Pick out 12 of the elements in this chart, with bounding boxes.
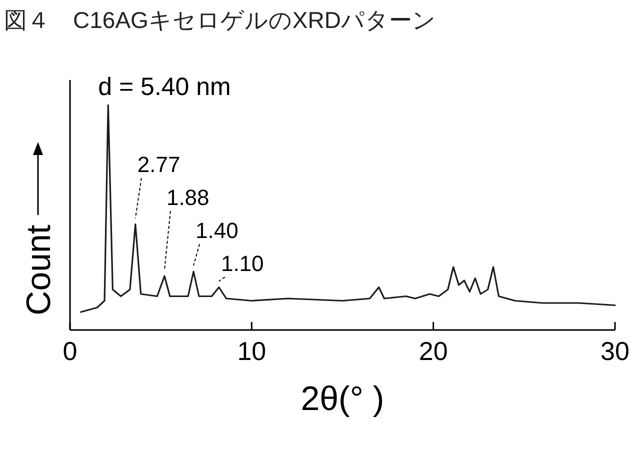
- annotation: 1.10: [220, 251, 264, 276]
- annotation: d = 5.40 nm: [98, 73, 231, 101]
- x-tick-label: 20: [418, 336, 448, 366]
- x-axis-title: 2θ(° ): [300, 380, 384, 418]
- x-tick-label: 30: [600, 336, 630, 366]
- annotation: 2.77: [137, 152, 180, 177]
- x-tick-label: 0: [62, 336, 78, 366]
- y-axis-title: Count: [20, 224, 58, 316]
- annotation: 1.88: [166, 185, 210, 210]
- x-tick-label: 10: [237, 336, 266, 366]
- chart-title: 図４ C16AGキセロゲルのXRDパターン: [4, 7, 436, 33]
- annotation: 1.40: [196, 218, 238, 243]
